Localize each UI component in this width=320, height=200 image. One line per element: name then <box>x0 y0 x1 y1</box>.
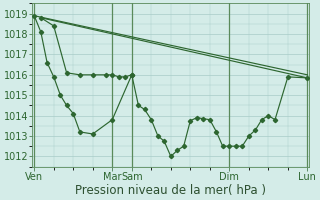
X-axis label: Pression niveau de la mer( hPa ): Pression niveau de la mer( hPa ) <box>75 184 266 197</box>
